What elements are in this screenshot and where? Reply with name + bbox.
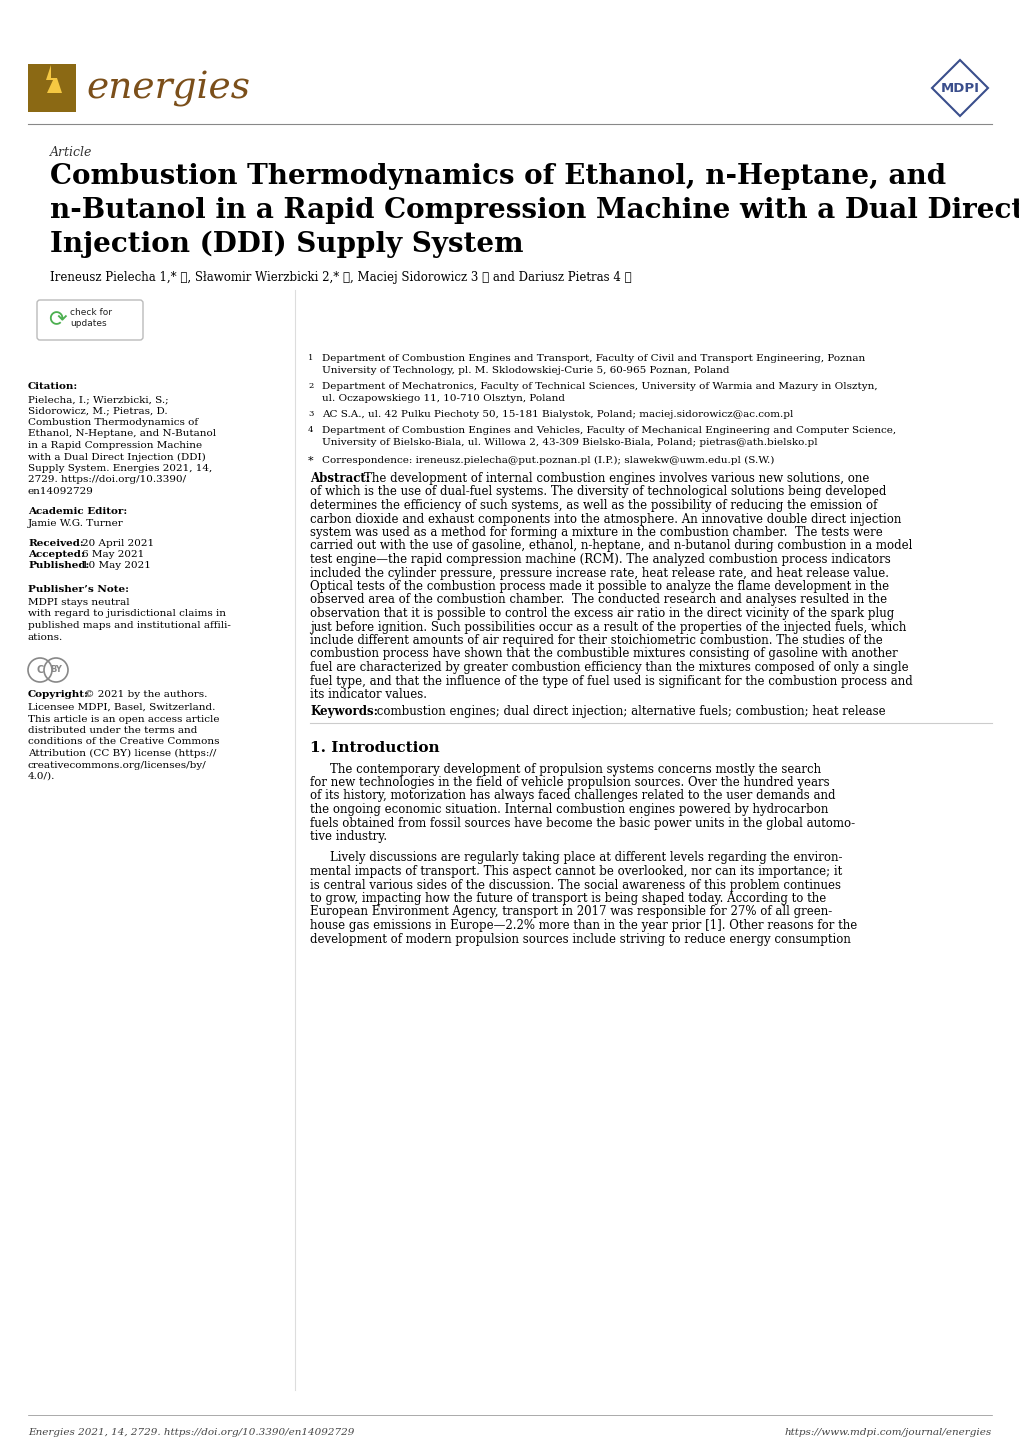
Text: observation that it is possible to control the excess air ratio in the direct vi: observation that it is possible to contr… — [310, 607, 894, 620]
Text: the ongoing economic situation. Internal combustion engines powered by hydrocarb: the ongoing economic situation. Internal… — [310, 803, 827, 816]
Text: fuel are characterized by greater combustion efficiency than the mixtures compos: fuel are characterized by greater combus… — [310, 660, 908, 673]
Text: 3: 3 — [308, 410, 313, 418]
Text: Combustion Thermodynamics of Ethanol, n-Heptane, and: Combustion Thermodynamics of Ethanol, n-… — [50, 163, 946, 190]
Text: 2729. https://doi.org/10.3390/: 2729. https://doi.org/10.3390/ — [28, 476, 185, 485]
Text: *: * — [308, 456, 313, 466]
Text: of which is the use of dual-fuel systems. The diversity of technological solutio: of which is the use of dual-fuel systems… — [310, 486, 886, 499]
Text: tive industry.: tive industry. — [310, 831, 387, 844]
Text: development of modern propulsion sources include striving to reduce energy consu: development of modern propulsion sources… — [310, 933, 850, 946]
Text: University of Bielsko-Biala, ul. Willowa 2, 43-309 Bielsko-Biala, Poland; pietra: University of Bielsko-Biala, ul. Willowa… — [322, 438, 817, 447]
Text: Article: Article — [50, 146, 93, 159]
Text: Sidorowicz, M.; Pietras, D.: Sidorowicz, M.; Pietras, D. — [28, 407, 167, 415]
Text: MDPI: MDPI — [940, 82, 978, 95]
Text: Publisher’s Note:: Publisher’s Note: — [28, 585, 128, 594]
Text: Correspondence: ireneusz.pielecha@put.poznan.pl (I.P.); slawekw@uwm.edu.pl (S.W.: Correspondence: ireneusz.pielecha@put.po… — [322, 456, 773, 466]
Text: Keywords:: Keywords: — [310, 705, 378, 718]
Text: Pielecha, I.; Wierzbicki, S.;: Pielecha, I.; Wierzbicki, S.; — [28, 395, 168, 404]
Text: Department of Combustion Engines and Vehicles, Faculty of Mechanical Engineering: Department of Combustion Engines and Veh… — [322, 425, 896, 435]
Text: The development of internal combustion engines involves various new solutions, o: The development of internal combustion e… — [364, 472, 868, 485]
Text: Copyright:: Copyright: — [28, 691, 89, 699]
Text: with a Dual Direct Injection (DDI): with a Dual Direct Injection (DDI) — [28, 453, 206, 461]
Text: Supply System. Energies 2021, 14,: Supply System. Energies 2021, 14, — [28, 464, 212, 473]
Text: observed area of the combustion chamber.  The conducted research and analyses re: observed area of the combustion chamber.… — [310, 594, 887, 607]
Text: Department of Combustion Engines and Transport, Faculty of Civil and Transport E: Department of Combustion Engines and Tra… — [322, 353, 864, 363]
Text: fuel type, and that the influence of the type of fuel used is significant for th: fuel type, and that the influence of the… — [310, 675, 912, 688]
FancyBboxPatch shape — [37, 300, 143, 340]
Text: carried out with the use of gasoline, ethanol, n-heptane, and n-butanol during c: carried out with the use of gasoline, et… — [310, 539, 911, 552]
Text: house gas emissions in Europe—2.2% more than in the year prior [1]. Other reason: house gas emissions in Europe—2.2% more … — [310, 919, 856, 932]
Text: ul. Oczapowskiego 11, 10-710 Olsztyn, Poland: ul. Oczapowskiego 11, 10-710 Olsztyn, Po… — [322, 394, 565, 402]
Text: include different amounts of air required for their stoichiometric combustion. T: include different amounts of air require… — [310, 634, 881, 647]
Text: Received:: Received: — [28, 538, 84, 548]
Text: is central various sides of the discussion. The social awareness of this problem: is central various sides of the discussi… — [310, 878, 841, 891]
FancyBboxPatch shape — [28, 63, 76, 112]
Text: creativecommons.org/licenses/by/: creativecommons.org/licenses/by/ — [28, 760, 207, 770]
Text: This article is an open access article: This article is an open access article — [28, 714, 219, 724]
Text: 2: 2 — [308, 382, 313, 389]
Text: just before ignition. Such possibilities occur as a result of the properties of : just before ignition. Such possibilities… — [310, 620, 906, 633]
Text: Lively discussions are regularly taking place at different levels regarding the : Lively discussions are regularly taking … — [330, 851, 842, 865]
Text: Optical tests of the combustion process made it possible to analyze the flame de: Optical tests of the combustion process … — [310, 580, 889, 593]
Text: Attribution (CC BY) license (https://: Attribution (CC BY) license (https:// — [28, 748, 216, 758]
Text: Energies 2021, 14, 2729. https://doi.org/10.3390/en14092729: Energies 2021, 14, 2729. https://doi.org… — [28, 1428, 354, 1438]
Text: en14092729: en14092729 — [28, 487, 94, 496]
Text: 6 May 2021: 6 May 2021 — [82, 549, 144, 559]
Text: of its history, motorization has always faced challenges related to the user dem: of its history, motorization has always … — [310, 790, 835, 803]
Text: with regard to jurisdictional claims in: with regard to jurisdictional claims in — [28, 610, 226, 619]
Text: © 2021 by the authors.: © 2021 by the authors. — [81, 691, 207, 699]
Text: combustion engines; dual direct injection; alternative fuels; combustion; heat r: combustion engines; dual direct injectio… — [373, 705, 884, 718]
Text: energies: energies — [86, 71, 250, 107]
Text: Accepted:: Accepted: — [28, 549, 85, 559]
Text: 4.0/).: 4.0/). — [28, 771, 55, 782]
Text: C: C — [37, 665, 44, 675]
Text: Licensee MDPI, Basel, Switzerland.: Licensee MDPI, Basel, Switzerland. — [28, 704, 215, 712]
Text: Injection (DDI) Supply System: Injection (DDI) Supply System — [50, 231, 523, 258]
Text: Combustion Thermodynamics of: Combustion Thermodynamics of — [28, 418, 198, 427]
Text: its indicator values.: its indicator values. — [310, 688, 427, 701]
Text: for new technologies in the field of vehicle propulsion sources. Over the hundre: for new technologies in the field of veh… — [310, 776, 828, 789]
Text: 1: 1 — [308, 353, 313, 362]
Text: system was used as a method for forming a mixture in the combustion chamber.  Th: system was used as a method for forming … — [310, 526, 881, 539]
Text: MDPI stays neutral: MDPI stays neutral — [28, 598, 129, 607]
Text: conditions of the Creative Commons: conditions of the Creative Commons — [28, 737, 219, 747]
Polygon shape — [46, 65, 62, 92]
Text: included the cylinder pressure, pressure increase rate, heat release rate, and h: included the cylinder pressure, pressure… — [310, 567, 889, 580]
Text: to grow, impacting how the future of transport is being shaped today. According : to grow, impacting how the future of tra… — [310, 893, 825, 906]
Text: fuels obtained from fossil sources have become the basic power units in the glob: fuels obtained from fossil sources have … — [310, 816, 854, 829]
Text: AC S.A., ul. 42 Pulku Piechoty 50, 15-181 Bialystok, Poland; maciej.sidorowicz@a: AC S.A., ul. 42 Pulku Piechoty 50, 15-18… — [322, 410, 793, 420]
Text: carbon dioxide and exhaust components into the atmosphere. An innovative double : carbon dioxide and exhaust components in… — [310, 512, 901, 525]
Text: 10 May 2021: 10 May 2021 — [82, 561, 151, 571]
Text: Abstract:: Abstract: — [310, 472, 370, 485]
Text: distributed under the terms and: distributed under the terms and — [28, 725, 198, 735]
Text: University of Technology, pl. M. Sklodowskiej-Curie 5, 60-965 Poznan, Poland: University of Technology, pl. M. Sklodow… — [322, 366, 729, 375]
Text: mental impacts of transport. This aspect cannot be overlooked, nor can its impor: mental impacts of transport. This aspect… — [310, 865, 842, 878]
Text: ations.: ations. — [28, 633, 63, 642]
Text: Published:: Published: — [28, 561, 90, 571]
Text: test engine—the rapid compression machine (RCM). The analyzed combustion process: test engine—the rapid compression machin… — [310, 552, 890, 567]
Text: European Environment Agency, transport in 2017 was responsible for 27% of all gr: European Environment Agency, transport i… — [310, 906, 832, 919]
Text: 20 April 2021: 20 April 2021 — [82, 538, 154, 548]
Text: Department of Mechatronics, Faculty of Technical Sciences, University of Warmia : Department of Mechatronics, Faculty of T… — [322, 382, 876, 391]
Text: Academic Editor:: Academic Editor: — [28, 506, 127, 515]
Text: ⟳: ⟳ — [48, 310, 66, 330]
Text: in a Rapid Compression Machine: in a Rapid Compression Machine — [28, 441, 202, 450]
Text: 1. Introduction: 1. Introduction — [310, 741, 439, 754]
Text: Citation:: Citation: — [28, 382, 78, 391]
Text: Ethanol, N-Heptane, and N-Butanol: Ethanol, N-Heptane, and N-Butanol — [28, 430, 216, 438]
Text: published maps and institutional affili-: published maps and institutional affili- — [28, 622, 230, 630]
Text: The contemporary development of propulsion systems concerns mostly the search: The contemporary development of propulsi… — [330, 763, 820, 776]
Text: combustion process have shown that the combustible mixtures consisting of gasoli: combustion process have shown that the c… — [310, 647, 897, 660]
Text: determines the efficiency of such systems, as well as the possibility of reducin: determines the efficiency of such system… — [310, 499, 876, 512]
Text: n-Butanol in a Rapid Compression Machine with a Dual Direct: n-Butanol in a Rapid Compression Machine… — [50, 198, 1019, 224]
Text: check for
updates: check for updates — [70, 307, 112, 329]
Text: 4: 4 — [308, 425, 313, 434]
Text: https://www.mdpi.com/journal/energies: https://www.mdpi.com/journal/energies — [784, 1428, 991, 1438]
Text: BY: BY — [50, 666, 62, 675]
Text: Ireneusz Pielecha 1,* ⓘ, Sławomir Wierzbicki 2,* ⓘ, Maciej Sidorowicz 3 ⓘ and Da: Ireneusz Pielecha 1,* ⓘ, Sławomir Wierzb… — [50, 271, 631, 284]
Text: Jamie W.G. Turner: Jamie W.G. Turner — [28, 519, 123, 529]
